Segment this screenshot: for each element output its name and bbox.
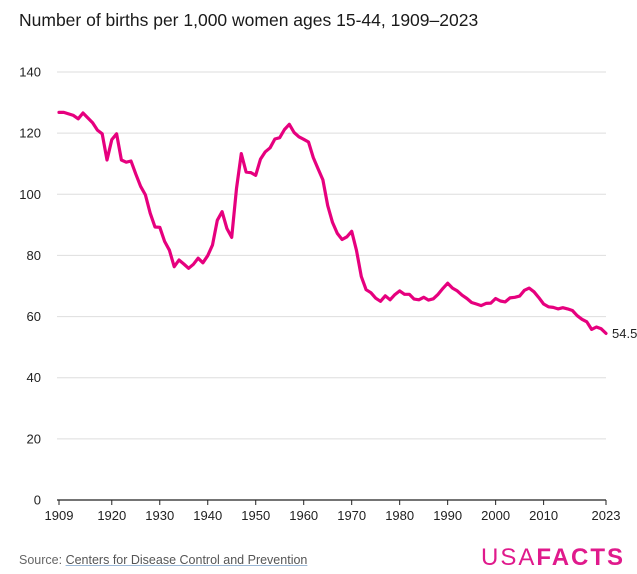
x-tick-label: 2023 [592,508,621,523]
usafacts-logo: USAFACTS [481,544,625,572]
end-value-label: 54.5 [612,326,637,341]
logo-facts: FACTS [536,544,626,571]
grid-layer [57,71,606,501]
y-tick-label: 40 [27,370,41,385]
x-axis-labels: 1909 1920 1930 1940 1950 1960 1970 1980 1990 2000… [45,500,621,523]
x-tick-label: 1940 [193,508,222,523]
x-tick-label: 1970 [337,508,366,523]
chart-title: Number of births per 1,000 women ages 15… [19,10,479,30]
series-layer [57,110,608,335]
y-tick-label: 140 [19,65,41,80]
x-tick-label: 2000 [481,508,510,523]
y-tick-label: 80 [27,248,41,263]
x-tick-label: 1960 [289,508,318,523]
source-link[interactable]: Centers for Disease Control and Preventi… [65,553,308,567]
x-tick-label: 2010 [529,508,558,523]
x-tick-label: 1930 [145,508,174,523]
x-tick-label: 1909 [45,508,74,523]
y-tick-label: 60 [27,309,41,324]
source-note: Source: Centers for Disease Control and … [19,553,307,567]
x-tick-label: 1980 [385,508,414,523]
birth-rate-line [57,110,608,335]
logo-usa: USA [481,544,537,571]
y-tick-label: 0 [34,493,41,508]
y-axis-labels: 0 20 40 60 80 100 120 140 [19,65,41,508]
y-tick-label: 20 [27,431,41,446]
x-tick-label: 1920 [97,508,126,523]
x-tick-label: 1990 [433,508,462,523]
source-prefix: Source: [19,553,63,567]
y-tick-label: 120 [19,126,41,141]
y-tick-label: 100 [19,187,41,202]
end-label-layer: 54.5 [612,326,637,341]
x-tick-label: 1950 [241,508,270,523]
